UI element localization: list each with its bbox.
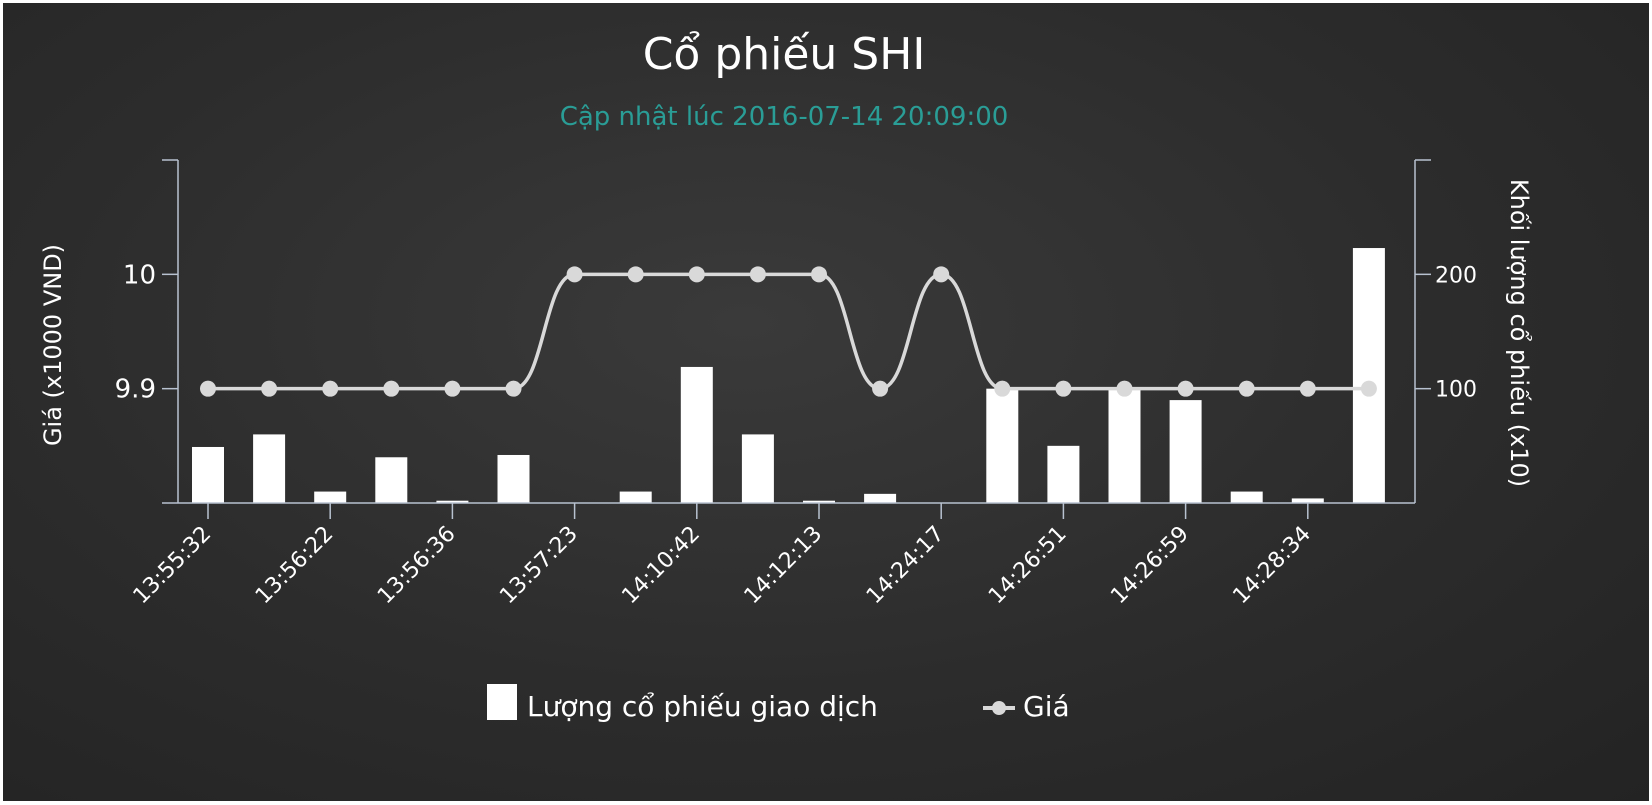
price-point	[566, 266, 583, 283]
price-point	[1360, 380, 1377, 397]
chart-canvas: Cổ phiếu SHI Cập nhật lúc 2016-07-14 20:…	[39, 29, 1533, 723]
volume-bar	[741, 434, 774, 503]
price-point	[1299, 380, 1316, 397]
price-point	[1238, 380, 1255, 397]
volume-bar	[1169, 400, 1202, 503]
legend-bar-swatch	[487, 684, 517, 720]
x-tick-label: 14:10:42	[617, 522, 705, 610]
volume-bar	[314, 491, 347, 503]
price-point	[994, 380, 1011, 397]
left-axis-label: Giá (x1000 VND)	[39, 244, 67, 446]
volume-bar	[253, 434, 286, 503]
axes-layer	[162, 159, 1431, 504]
price-point	[444, 380, 461, 397]
legend-bar-label: Lượng cổ phiếu giao dịch	[527, 690, 878, 723]
legend: Lượng cổ phiếu giao dịch Giá	[487, 684, 1070, 723]
x-tick-label: 14:28:34	[1228, 522, 1316, 610]
chart-title: Cổ phiếu SHI	[643, 29, 926, 80]
price-point	[261, 380, 278, 397]
price-point	[872, 380, 889, 397]
x-tick-label: 14:26:51	[984, 522, 1072, 610]
volume-bar	[1108, 388, 1141, 503]
volume-bar	[192, 446, 224, 503]
left-tick-label: 9.9	[115, 375, 156, 405]
x-tick-label: 13:56:22	[251, 522, 339, 610]
legend-line-marker	[992, 701, 1006, 715]
price-point	[1116, 380, 1133, 397]
chart-board: Cổ phiếu SHI Cập nhật lúc 2016-07-14 20:…	[3, 3, 1649, 801]
price-line	[207, 272, 1369, 391]
volume-bar	[1047, 445, 1080, 503]
right-tick-label: 200	[1435, 263, 1477, 288]
price-point	[1177, 380, 1194, 397]
right-axis-label: Khối lượng cổ phiếu (x10)	[1505, 179, 1533, 487]
volume-bar	[619, 491, 652, 503]
price-point	[383, 380, 400, 397]
x-tick-label: 13:56:36	[373, 522, 461, 610]
price-point	[505, 380, 522, 397]
volume-bar	[436, 500, 469, 503]
volume-bar	[680, 366, 713, 503]
price-point	[627, 266, 644, 283]
x-tick-label: 13:57:23	[495, 522, 583, 610]
x-tick-label: 14:12:13	[740, 522, 828, 610]
volume-bar	[1352, 248, 1385, 503]
price-point	[200, 380, 216, 397]
x-tick-label: 13:55:32	[129, 522, 217, 610]
bars-layer	[192, 248, 1385, 503]
left-tick-label: 10	[123, 260, 156, 290]
price-point	[811, 266, 827, 283]
volume-bar	[864, 493, 897, 503]
volume-bar	[1291, 498, 1324, 503]
price-point	[1055, 380, 1072, 397]
chart-subtitle: Cập nhật lúc 2016-07-14 20:09:00	[560, 102, 1009, 132]
price-point	[322, 380, 339, 397]
ticks-layer: 10 9.9 200 100 13:55:32 13:56:22 13:56:36 13:57…	[115, 260, 1477, 609]
price-point	[933, 266, 950, 283]
volume-bar	[986, 388, 1019, 503]
x-tick-label: 14:24:17	[862, 522, 950, 610]
volume-bar	[497, 454, 530, 503]
x-tick-label: 14:26:59	[1106, 522, 1194, 610]
price-point	[749, 266, 766, 283]
volume-bar	[375, 457, 408, 503]
right-tick-label: 100	[1435, 378, 1477, 403]
line-layer	[200, 266, 1377, 397]
volume-bar	[803, 500, 835, 503]
legend-line-label: Giá	[1023, 690, 1070, 723]
volume-bar	[1230, 491, 1263, 503]
price-point	[688, 266, 705, 283]
